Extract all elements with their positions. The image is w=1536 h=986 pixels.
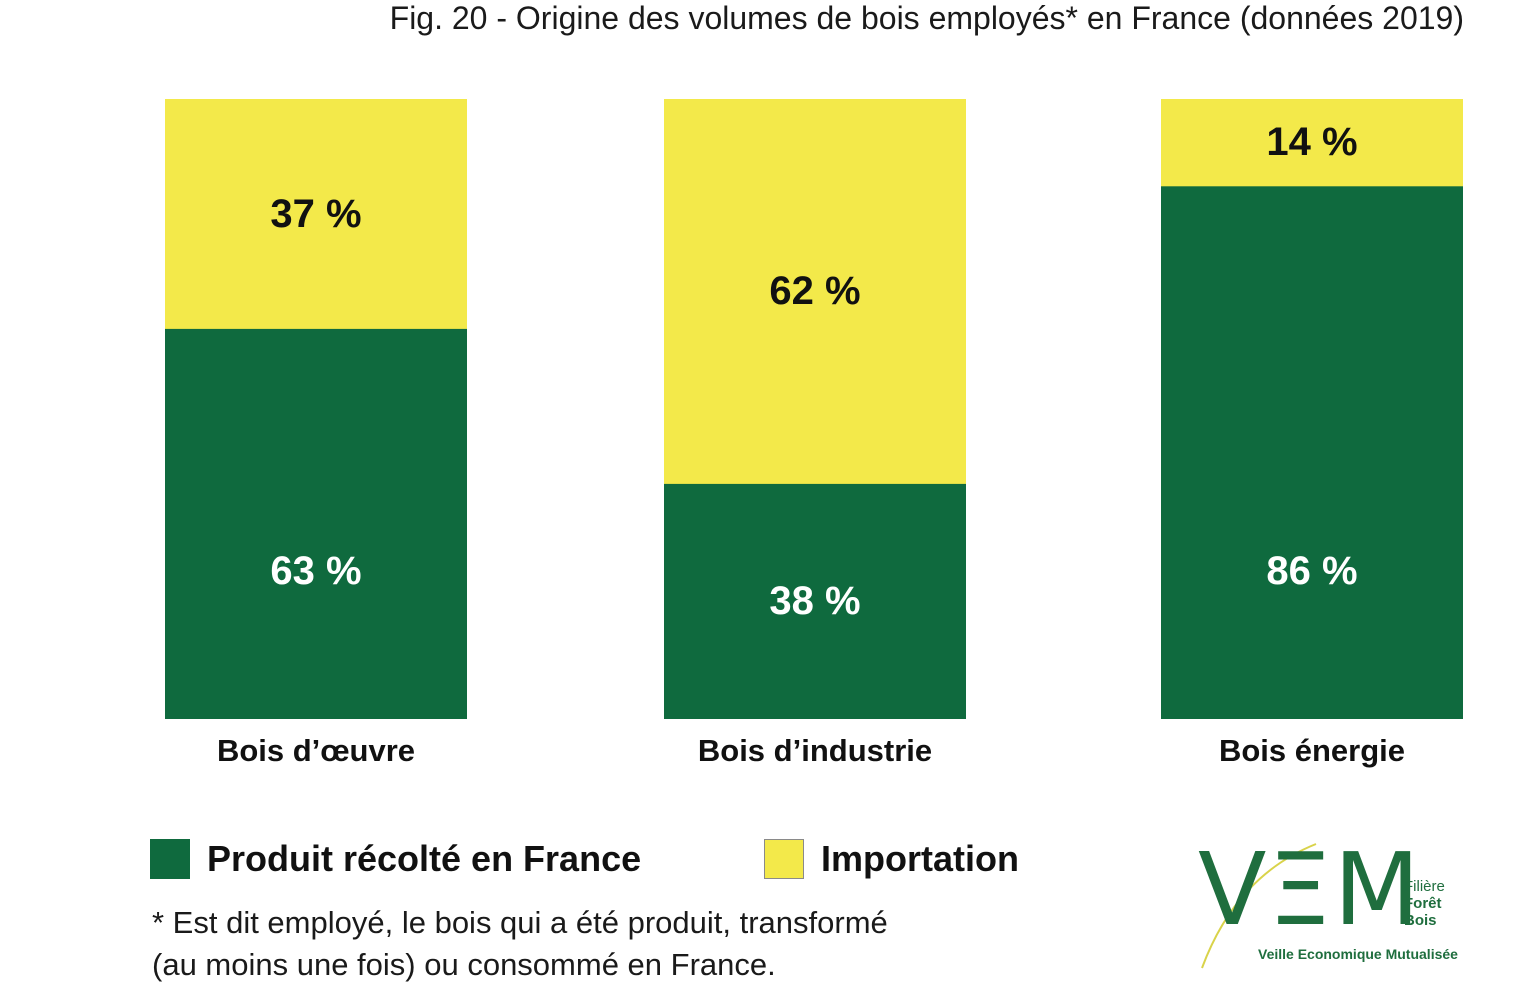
legend-swatch-import bbox=[764, 839, 804, 879]
bar-segment-domestic-1 bbox=[165, 328, 467, 719]
bar-segment-domestic-2 bbox=[664, 483, 966, 719]
logo-side-text: Filière Forêt Bois bbox=[1404, 878, 1445, 929]
category-label-2: Bois d’industrie bbox=[697, 733, 933, 768]
logo-swoosh bbox=[1201, 843, 1317, 969]
logo-line-2: Forêt bbox=[1404, 895, 1442, 912]
data-label-domestic-3: 86 % bbox=[1266, 549, 1358, 593]
logo-tagline: Veille Economique Mutualisée bbox=[1258, 946, 1458, 962]
data-label-import-3: 14 % bbox=[1266, 120, 1358, 165]
data-label-domestic-2: 38 % bbox=[769, 579, 861, 624]
data-label-domestic-1: 63 % bbox=[270, 549, 362, 593]
legend-swatch-domestic bbox=[150, 839, 190, 879]
legend-label-import: Importation bbox=[821, 838, 1019, 879]
category-label-3: Bois énergie bbox=[1218, 733, 1406, 768]
footnote-line-1: * Est dit employé, le bois qui a été pro… bbox=[152, 905, 888, 940]
category-label-1: Bois d’œuvre bbox=[216, 733, 416, 768]
data-label-import-1: 37 % bbox=[270, 191, 362, 236]
vem-logo: VΞM Filière Forêt Bois Veille Economique… bbox=[1196, 836, 1476, 976]
chart-plot bbox=[165, 99, 1463, 720]
logo-line-1: Filière bbox=[1404, 878, 1445, 895]
legend-label-domestic: Produit récolté en France bbox=[207, 838, 642, 879]
bar-segment-domestic-3 bbox=[1161, 185, 1463, 720]
logo-line-3: Bois bbox=[1404, 912, 1437, 929]
chart-title: Fig. 20 - Origine des volumes de bois em… bbox=[389, 0, 1464, 36]
data-label-import-2: 62 % bbox=[769, 269, 861, 314]
bar-segment-import-1 bbox=[165, 99, 467, 329]
footnote-line-2: (au moins une fois) ou consommé en Franc… bbox=[152, 947, 776, 982]
bar-segment-import-3 bbox=[1161, 99, 1463, 187]
legend-item-domestic: Produit récolté en France bbox=[150, 838, 641, 880]
footnote: * Est dit employé, le bois qui a été pro… bbox=[152, 902, 1152, 986]
logo-letters: VΞM bbox=[1198, 831, 1422, 948]
bar-segment-import-2 bbox=[664, 99, 966, 484]
legend-item-import: Importation bbox=[764, 838, 1019, 880]
